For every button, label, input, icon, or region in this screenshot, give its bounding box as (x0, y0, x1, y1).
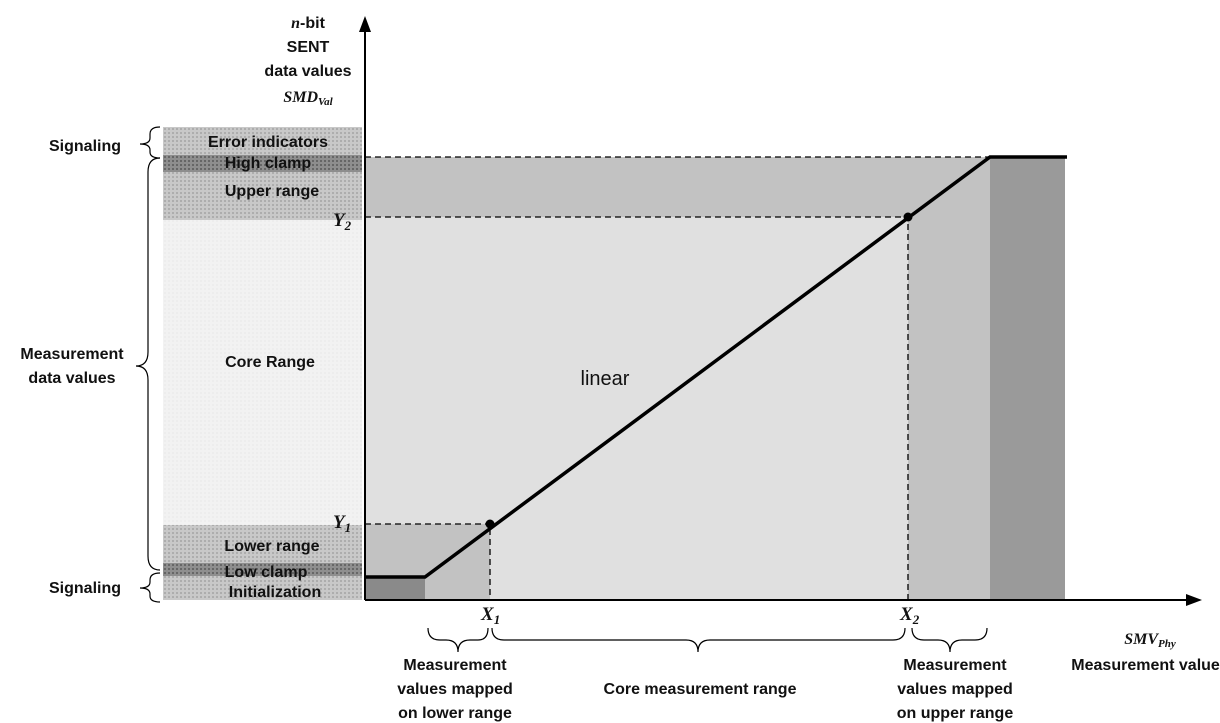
subscript: Val (318, 96, 334, 108)
brace (491, 627, 906, 653)
range-label: values mapped (897, 681, 1013, 698)
subscript: 2 (344, 218, 352, 233)
x-axis-arrow (1186, 594, 1202, 606)
point (903, 212, 913, 222)
range-label: on upper range (897, 705, 1014, 722)
point (485, 519, 495, 529)
band (163, 172, 362, 220)
brace (427, 627, 489, 653)
band (163, 155, 362, 172)
y-axis-title: SENT (287, 39, 330, 56)
text: -bit (300, 15, 326, 32)
band-column: Error indicators High clamp Upper range … (163, 127, 362, 601)
brace (139, 126, 161, 159)
band (163, 220, 362, 525)
band-label: Low clamp (225, 564, 308, 581)
band-label: Lower range (224, 538, 319, 555)
range-label: Core measurement range (604, 681, 797, 698)
y-axis-title: n-bit (291, 15, 325, 32)
symbol: X (899, 604, 914, 625)
group-label: Measurement (20, 346, 124, 363)
y-axis-title: data values (264, 63, 351, 80)
band-label: Upper range (225, 183, 319, 200)
low-clamp-region (365, 577, 425, 600)
symbol: X (480, 604, 495, 625)
point-label: X2 (899, 604, 920, 627)
group-label: Signaling (49, 138, 121, 155)
point-label: Y1 (333, 512, 351, 535)
band (163, 563, 362, 576)
x-axis-title: Measurement values (1071, 657, 1220, 674)
band (163, 576, 362, 600)
transfer-curve (365, 155, 1067, 579)
subscript: 2 (912, 612, 920, 627)
curve-label: linear (581, 368, 630, 390)
band-label: Initialization (229, 584, 321, 601)
y-axis-symbol: SMDVal (283, 89, 333, 108)
symbol: SMV (1124, 631, 1159, 648)
group-label: data values (28, 370, 115, 387)
brace (139, 572, 161, 603)
range-label: on lower range (398, 705, 512, 722)
band-label: High clamp (225, 155, 311, 172)
band (163, 127, 362, 155)
range-label: Measurement (403, 657, 507, 674)
point-label: X1 (480, 604, 500, 627)
brace (911, 627, 988, 653)
symbol: Y (333, 512, 347, 533)
range-label: Measurement (903, 657, 1007, 674)
subscript: 1 (494, 612, 501, 627)
point-label: Y2 (333, 210, 352, 233)
symbol: SMD (283, 89, 318, 106)
symbol: Y (333, 210, 347, 231)
band-label: Core Range (225, 354, 315, 371)
subscript: Phy (1158, 638, 1176, 650)
group-label: Signaling (49, 580, 121, 597)
saturation-region (990, 157, 1065, 600)
band (163, 525, 362, 563)
brace (135, 157, 161, 571)
x-axis-symbol: SMVPhy (1124, 631, 1176, 650)
range-label: values mapped (397, 681, 513, 698)
band-label: Error indicators (208, 134, 328, 151)
subscript: 1 (345, 520, 352, 535)
variable: n (291, 15, 300, 32)
y-axis-arrow (359, 16, 371, 32)
